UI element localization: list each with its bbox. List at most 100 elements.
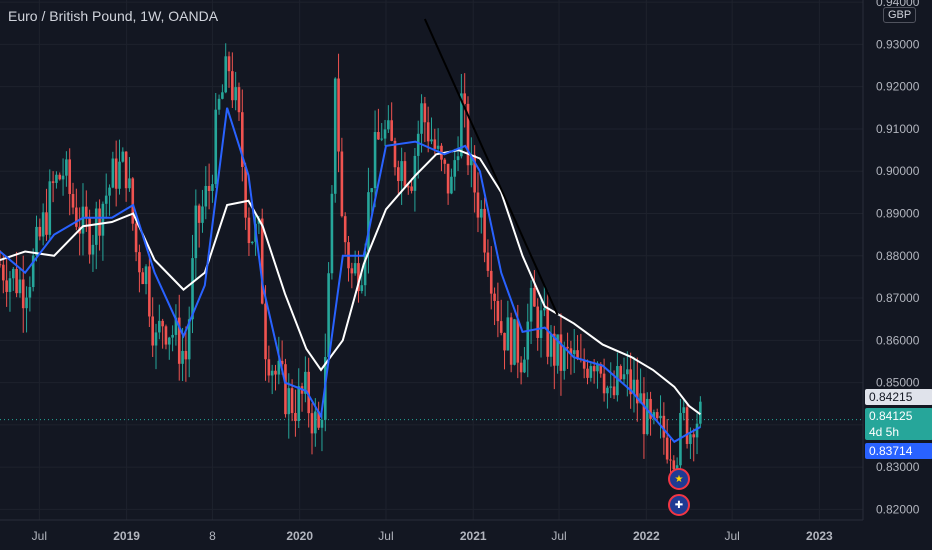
candle-body	[68, 159, 72, 194]
candle-body	[662, 415, 666, 438]
candle-body	[81, 206, 85, 234]
candle-body	[659, 415, 662, 419]
candle-body	[503, 332, 506, 351]
ma-short-line	[0, 107, 701, 444]
candle-body	[118, 161, 121, 189]
candle-body	[489, 270, 493, 294]
time-tick-label: Jul	[551, 529, 566, 543]
candle-body	[357, 263, 360, 291]
candle-body	[479, 208, 483, 218]
candle-body	[317, 411, 320, 428]
candle-body	[247, 217, 251, 244]
candle-body	[48, 181, 52, 235]
candle-body	[320, 419, 324, 428]
candle-body	[616, 366, 619, 396]
candle-body	[88, 217, 91, 255]
candle-body	[164, 326, 168, 345]
time-tick-label: 2020	[286, 529, 313, 543]
candle-body	[197, 205, 201, 223]
candle-body	[191, 258, 194, 320]
price-tick-label: 0.93000	[876, 37, 920, 51]
candle-body	[171, 334, 174, 338]
candle-body	[539, 310, 543, 338]
candle-body	[28, 287, 32, 298]
price-tick-label: 0.85000	[876, 376, 920, 390]
candle-body	[556, 334, 559, 366]
candle-body	[393, 140, 397, 168]
candle-body	[18, 279, 22, 294]
candle-body	[406, 186, 410, 188]
time-tick-label: 2022	[633, 529, 660, 543]
uk-flag-icon[interactable]: ✚	[668, 494, 690, 516]
candle-body	[460, 93, 463, 157]
candle-body	[645, 398, 649, 435]
eu-flag-icon[interactable]: ★	[668, 468, 690, 490]
candle-body	[274, 370, 277, 375]
candle-body	[108, 187, 111, 196]
candle-body	[151, 316, 154, 346]
candle-body	[380, 138, 384, 140]
candle-body	[41, 212, 45, 237]
price-tick-label: 0.91000	[876, 122, 920, 136]
candle-body	[526, 321, 530, 360]
candle-body	[669, 459, 672, 461]
candle-body	[71, 193, 75, 208]
candle-body	[436, 145, 440, 149]
time-axis[interactable]: Jul 2019 8 2020 Jul 2021 Jul 2022 Jul 2023	[32, 529, 833, 543]
candle-body	[234, 87, 237, 101]
candle-body	[486, 252, 490, 271]
candle-body	[642, 393, 646, 435]
candle-body	[128, 178, 131, 189]
candle-body	[360, 285, 364, 291]
candle-body	[214, 109, 218, 185]
candle-body	[493, 293, 496, 301]
candle-body	[11, 268, 15, 279]
ma-long-line	[0, 149, 701, 416]
candle-body	[224, 56, 228, 93]
candle-body	[553, 333, 556, 366]
time-tick-label: Jul	[378, 529, 393, 543]
candle-body	[685, 407, 689, 444]
time-tick-label: Jul	[32, 529, 47, 543]
candle-body	[237, 87, 241, 113]
candle-body	[337, 78, 340, 152]
candle-body	[174, 317, 178, 335]
candle-body	[350, 268, 354, 274]
candle-body	[141, 272, 145, 285]
candle-body	[602, 373, 606, 394]
candle-body	[21, 279, 25, 309]
price-tick-label: 0.89000	[876, 206, 920, 220]
candle-body	[330, 193, 334, 274]
candle-body	[211, 184, 214, 191]
candle-body	[244, 166, 247, 218]
price-tick-label: 0.90000	[876, 164, 920, 178]
candle-body	[187, 319, 191, 360]
candle-body	[241, 112, 244, 167]
candle-body	[675, 465, 679, 470]
candle-body	[622, 374, 626, 380]
candle-body	[506, 317, 510, 351]
candle-body	[513, 319, 516, 365]
candle-body	[284, 364, 287, 415]
candle-body	[91, 244, 95, 255]
candle-body	[649, 398, 652, 419]
candle-body	[682, 407, 686, 413]
candle-body	[446, 163, 450, 194]
candle-body	[310, 413, 314, 434]
candles	[0, 43, 702, 485]
candle-body	[98, 208, 101, 236]
candle-body	[287, 388, 291, 415]
candle-body	[340, 151, 344, 217]
time-tick-label: Jul	[724, 529, 739, 543]
price-axis[interactable]: 0.820000.830000.840000.850000.860000.870…	[876, 0, 920, 516]
candle-body	[453, 160, 457, 177]
currency-badge[interactable]: GBP	[883, 7, 917, 23]
candle-body	[572, 350, 576, 355]
symbol-title[interactable]: Euro / British Pound, 1W, OANDA	[8, 8, 219, 24]
trend-line[interactable]	[423, 18, 559, 316]
candle-body	[423, 103, 427, 123]
candle-body	[586, 368, 589, 378]
candle-body	[307, 371, 310, 414]
candle-body	[154, 332, 158, 346]
